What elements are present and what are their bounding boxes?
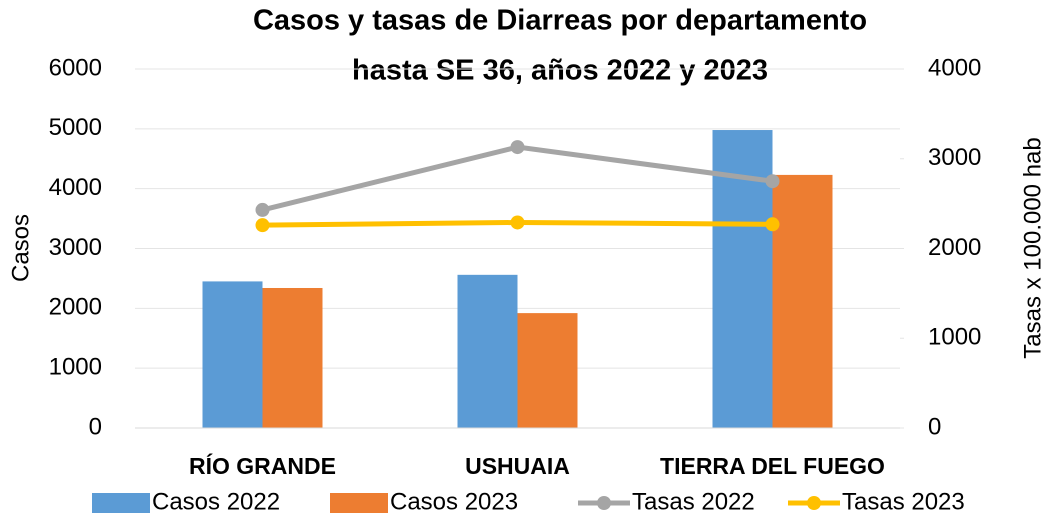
y2-tick-label: 0 — [928, 413, 941, 440]
y-axis-label: Casos — [7, 214, 34, 282]
y2-tick-label: 2000 — [928, 234, 981, 261]
legend-swatch — [807, 496, 821, 510]
x-tick-label: RÍO GRANDE — [189, 452, 336, 479]
legend-label: Casos 2023 — [390, 488, 518, 515]
y2-tick-label: 1000 — [928, 324, 981, 351]
y-tick-label: 0 — [89, 413, 102, 440]
y-tick-label: 6000 — [49, 54, 102, 81]
chart-title: Casos y tasas de Diarreas por departamen… — [253, 5, 867, 37]
chart-title: hasta SE 36, años 2022 y 2023 — [352, 55, 768, 87]
y-tick-label: 1000 — [49, 354, 102, 381]
y-tick-label: 3000 — [49, 234, 102, 261]
x-tick-label: TIERRA DEL FUEGO — [660, 453, 885, 479]
y2-tick-label: 4000 — [928, 54, 981, 81]
x-tick-label: USHUAIA — [465, 453, 570, 479]
marker — [765, 217, 780, 232]
bar — [202, 281, 263, 428]
bar — [457, 274, 518, 428]
marker — [765, 174, 780, 189]
y-tick-label: 2000 — [49, 294, 102, 321]
legend-swatch — [330, 493, 388, 513]
y2-tick-label: 3000 — [928, 144, 981, 171]
y-tick-label: 4000 — [49, 174, 102, 201]
marker — [510, 215, 525, 230]
y2-axis-label: Tasas x 100.000 hab — [1019, 137, 1046, 359]
bar — [772, 174, 833, 428]
legend-label: Tasas 2023 — [842, 488, 965, 515]
legend-swatch — [597, 496, 611, 510]
legend-label: Tasas 2022 — [632, 488, 755, 515]
marker — [510, 140, 525, 155]
y-tick-label: 5000 — [49, 114, 102, 141]
bar — [262, 287, 323, 428]
legend-swatch — [92, 493, 150, 513]
marker — [255, 218, 270, 233]
marker — [255, 202, 270, 217]
bar — [517, 313, 578, 428]
legend-label: Casos 2022 — [152, 488, 280, 515]
